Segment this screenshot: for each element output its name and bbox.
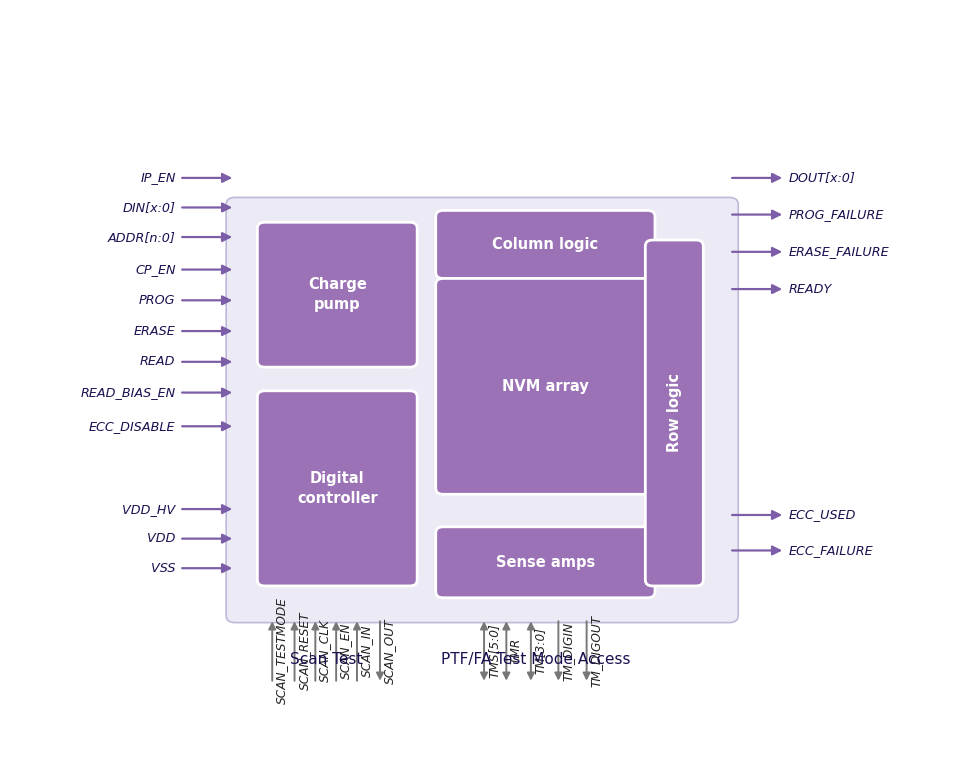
Text: TMR: TMR bbox=[509, 638, 523, 664]
Text: TM_DIGOUT: TM_DIGOUT bbox=[590, 615, 602, 687]
Text: TM[3:0]: TM[3:0] bbox=[534, 627, 547, 674]
Text: TMS[5:0]: TMS[5:0] bbox=[487, 624, 500, 678]
Text: ECC_DISABLE: ECC_DISABLE bbox=[89, 420, 175, 433]
Text: ECC_USED: ECC_USED bbox=[788, 508, 856, 521]
Text: CP_EN: CP_EN bbox=[135, 263, 175, 276]
FancyBboxPatch shape bbox=[257, 391, 417, 586]
Text: Scan Test: Scan Test bbox=[291, 652, 363, 667]
FancyBboxPatch shape bbox=[435, 279, 655, 495]
FancyBboxPatch shape bbox=[435, 527, 655, 598]
Text: ERASE: ERASE bbox=[134, 325, 175, 338]
Text: Charge
pump: Charge pump bbox=[308, 277, 366, 312]
Text: READ: READ bbox=[140, 356, 175, 369]
FancyBboxPatch shape bbox=[645, 240, 703, 586]
Text: SCAN_OUT: SCAN_OUT bbox=[383, 618, 396, 684]
Text: DIN[x:0]: DIN[x:0] bbox=[123, 201, 175, 214]
Text: TM_DIGIN: TM_DIGIN bbox=[561, 621, 574, 680]
Text: PROG: PROG bbox=[139, 294, 175, 307]
Text: SCAN_IN: SCAN_IN bbox=[360, 624, 373, 677]
FancyBboxPatch shape bbox=[226, 197, 738, 623]
Text: PTF/FA Test Mode Access: PTF/FA Test Mode Access bbox=[441, 652, 631, 667]
Text: DOUT[x:0]: DOUT[x:0] bbox=[788, 171, 855, 184]
Text: ECC_FAILURE: ECC_FAILURE bbox=[788, 544, 874, 557]
Text: Column logic: Column logic bbox=[492, 237, 598, 252]
Text: Row logic: Row logic bbox=[667, 373, 682, 452]
Text: Sense amps: Sense amps bbox=[496, 554, 595, 570]
Text: VSS: VSS bbox=[152, 561, 175, 574]
Text: PROG_FAILURE: PROG_FAILURE bbox=[788, 208, 884, 221]
Text: SCAN_CLK: SCAN_CLK bbox=[318, 620, 331, 683]
FancyBboxPatch shape bbox=[257, 222, 417, 367]
Text: VDD: VDD bbox=[147, 532, 175, 545]
FancyBboxPatch shape bbox=[435, 210, 655, 279]
Text: ADDR[n:0]: ADDR[n:0] bbox=[107, 230, 175, 243]
Text: SCAN_RESET: SCAN_RESET bbox=[297, 612, 311, 690]
Text: READY: READY bbox=[788, 283, 832, 296]
Text: NVM array: NVM array bbox=[502, 379, 589, 394]
Text: READ_BIAS_EN: READ_BIAS_EN bbox=[81, 386, 175, 399]
Text: SCAN_TESTMODE: SCAN_TESTMODE bbox=[275, 598, 289, 704]
Text: ERASE_FAILURE: ERASE_FAILURE bbox=[788, 245, 889, 258]
Text: VDD_HV: VDD_HV bbox=[123, 502, 175, 515]
Text: Digital
controller: Digital controller bbox=[297, 471, 378, 506]
Text: SCAN_EN: SCAN_EN bbox=[339, 623, 352, 679]
Text: IP_EN: IP_EN bbox=[140, 171, 175, 184]
